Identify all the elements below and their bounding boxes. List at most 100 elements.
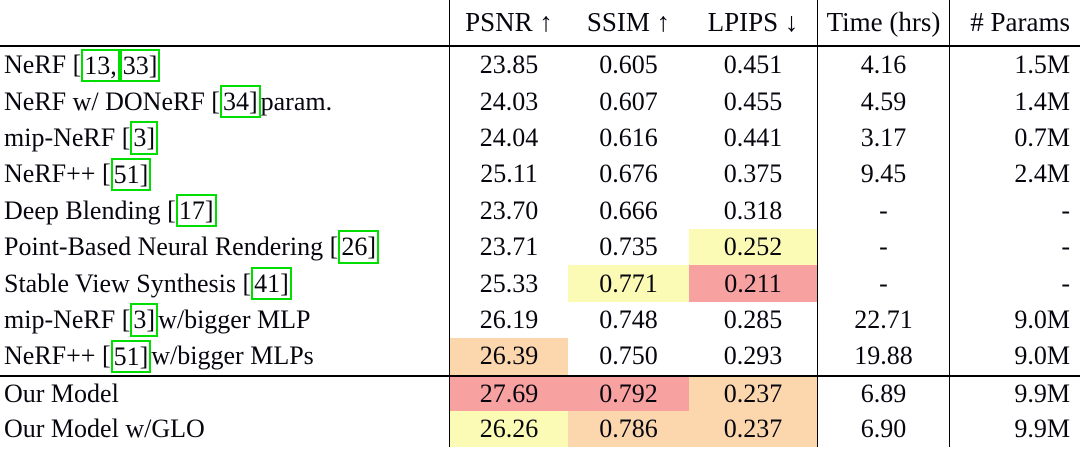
column-header-lpips: LPIPS ↓ <box>707 7 799 37</box>
cell-psnr: 23.85 <box>449 47 568 84</box>
cell-lpips: 0.293 <box>723 341 783 371</box>
citation-link[interactable]: 3] <box>130 121 159 155</box>
cell-lpips: 0.455 <box>723 86 783 116</box>
row-label-text: w/bigger MLPs <box>151 341 314 371</box>
cell-time: 9.45 <box>817 156 949 193</box>
cell-psnr: 26.26 <box>449 410 568 448</box>
cell-time: 22.71 <box>817 301 949 339</box>
row-label-text: NeRF++ [ <box>4 341 111 371</box>
cell-params: 9.0M <box>949 338 1080 375</box>
table-row-5: Point-Based Neural Rendering [26] 23.71 0.… <box>0 228 1080 266</box>
citation-link[interactable]: 26] <box>338 230 379 264</box>
cell-ssim: 0.605 <box>599 50 658 80</box>
row-label-text: Our Model <box>4 378 119 408</box>
cell-lpips: 0.237 <box>689 410 817 448</box>
row-label-text: Point-Based Neural Rendering [ <box>4 232 339 262</box>
cell-params: - <box>949 192 1080 229</box>
cell-time: - <box>817 192 949 229</box>
cell-time: 19.88 <box>817 338 949 375</box>
citation-link[interactable]: 51] <box>110 157 152 192</box>
row-label-text: mip-NeRF [ <box>4 304 131 334</box>
cell-ssim: 0.616 <box>599 122 658 152</box>
row-label: Stable View Synthesis [41] <box>0 265 449 301</box>
column-header-time: Time (hrs) <box>817 0 949 45</box>
cell-ssim: 0.607 <box>599 86 658 116</box>
cell-psnr: 25.11 <box>449 156 568 193</box>
table-row-2: mip-NeRF [3] 24.04 0.616 0.441 3.17 0.7M <box>0 119 1080 157</box>
cell-lpips: 0.211 <box>689 265 817 302</box>
table-row-1: NeRF w/ DONeRF [34] param. 24.03 0.607 0.45… <box>0 83 1080 120</box>
cell-psnr: 26.19 <box>449 301 568 339</box>
table-row-3: NeRF++ [51] 25.11 0.676 0.375 9.45 2.4M <box>0 156 1080 193</box>
row-label: NeRF w/ DONeRF [34] param. <box>0 83 449 119</box>
row-label: NeRF++ [51] <box>0 156 449 192</box>
column-header-psnr: PSNR ↑ <box>449 0 568 45</box>
row-label-text: NeRF [ <box>4 50 82 80</box>
row-label-text: Stable View Synthesis [ <box>4 268 252 298</box>
table-row-0: NeRF [13, 33] 23.85 0.605 0.451 4.16 1.5M <box>0 47 1080 84</box>
cell-ssim: 0.748 <box>599 304 658 334</box>
cell-ssim: 0.666 <box>599 195 658 225</box>
citation-link[interactable]: 51] <box>110 339 152 373</box>
cell-ssim: 0.771 <box>568 265 689 302</box>
cell-time: - <box>817 228 949 266</box>
citation-link[interactable]: 13, <box>81 48 120 82</box>
table-row-8: NeRF++ [51] w/bigger MLPs 26.39 0.750 0.293… <box>0 338 1080 375</box>
citation-link[interactable]: 33] <box>119 48 161 82</box>
citation-link[interactable]: 41] <box>251 266 292 301</box>
cell-params: 9.9M <box>949 376 1080 411</box>
cell-params: 0.7M <box>949 119 1080 157</box>
cell-psnr: 27.69 <box>449 376 568 411</box>
cell-lpips: 0.252 <box>689 228 817 266</box>
row-label: mip-NeRF [3] w/bigger MLP <box>0 302 449 338</box>
row-label: Deep Blending [17] <box>0 193 449 229</box>
table-row-6: Stable View Synthesis [41] 25.33 0.771 0.21… <box>0 265 1080 302</box>
row-label: mip-NeRF [3] <box>0 120 449 156</box>
cell-psnr: 24.03 <box>449 83 568 120</box>
cell-params: 9.0M <box>949 301 1080 339</box>
row-label: Our Model w/GLO <box>0 411 449 447</box>
citation-link[interactable]: 17] <box>175 194 217 228</box>
table-row-4: Deep Blending [17] 23.70 0.666 0.318- - <box>0 192 1080 229</box>
cell-time: 6.90 <box>817 410 949 448</box>
cell-ssim: 0.792 <box>568 376 689 411</box>
cell-psnr: 23.70 <box>449 192 568 229</box>
cell-ssim: 0.676 <box>599 159 658 189</box>
cell-lpips: 0.285 <box>723 304 783 334</box>
cell-lpips: 0.318 <box>723 195 783 225</box>
citation-link[interactable]: 34] <box>219 84 261 119</box>
cell-params: 2.4M <box>949 156 1080 193</box>
cell-ssim: 0.786 <box>568 410 689 448</box>
table-header-row: PSNR ↑ SSIM ↑ LPIPS ↓ Time (hrs) # Params <box>0 0 1080 47</box>
cell-time: 6.89 <box>817 376 949 411</box>
column-header-ssim: SSIM ↑ <box>586 7 671 37</box>
cell-lpips: 0.441 <box>723 122 783 152</box>
cell-psnr: 26.39 <box>449 338 568 375</box>
cell-time: - <box>817 265 949 302</box>
cell-time: 4.59 <box>817 83 949 120</box>
cell-psnr: 23.71 <box>449 228 568 266</box>
cell-lpips: 0.451 <box>723 50 783 80</box>
row-label-text: w/bigger MLP <box>158 304 311 334</box>
table-row-9: Our Model 27.69 0.792 0.237 6.89 9.9M <box>0 374 1080 411</box>
cell-params: - <box>949 228 1080 266</box>
row-label: Our Model <box>0 377 449 411</box>
row-label: Point-Based Neural Rendering [26] <box>0 229 449 265</box>
row-label-text: Our Model w/GLO <box>4 414 205 444</box>
cell-psnr: 24.04 <box>449 119 568 157</box>
cell-lpips: 0.375 <box>723 159 783 189</box>
row-label: NeRF [13, 33] <box>0 47 449 83</box>
citation-link[interactable]: 3] <box>130 303 159 337</box>
column-header-label <box>0 0 449 45</box>
row-label-text: mip-NeRF [ <box>4 122 131 152</box>
column-header-params: # Params <box>949 0 1080 45</box>
row-label: NeRF++ [51] w/bigger MLPs <box>0 338 449 374</box>
cell-params: 9.9M <box>949 410 1080 448</box>
row-label-text: Deep Blending [ <box>4 195 176 225</box>
cell-params: 1.4M <box>949 83 1080 120</box>
cell-time: 4.16 <box>817 47 949 84</box>
cell-lpips: 0.237 <box>689 376 817 411</box>
row-label-text: NeRF++ [ <box>4 159 111 189</box>
row-label-text: NeRF w/ DONeRF [ <box>4 86 220 116</box>
row-label-text: param. <box>260 86 333 116</box>
